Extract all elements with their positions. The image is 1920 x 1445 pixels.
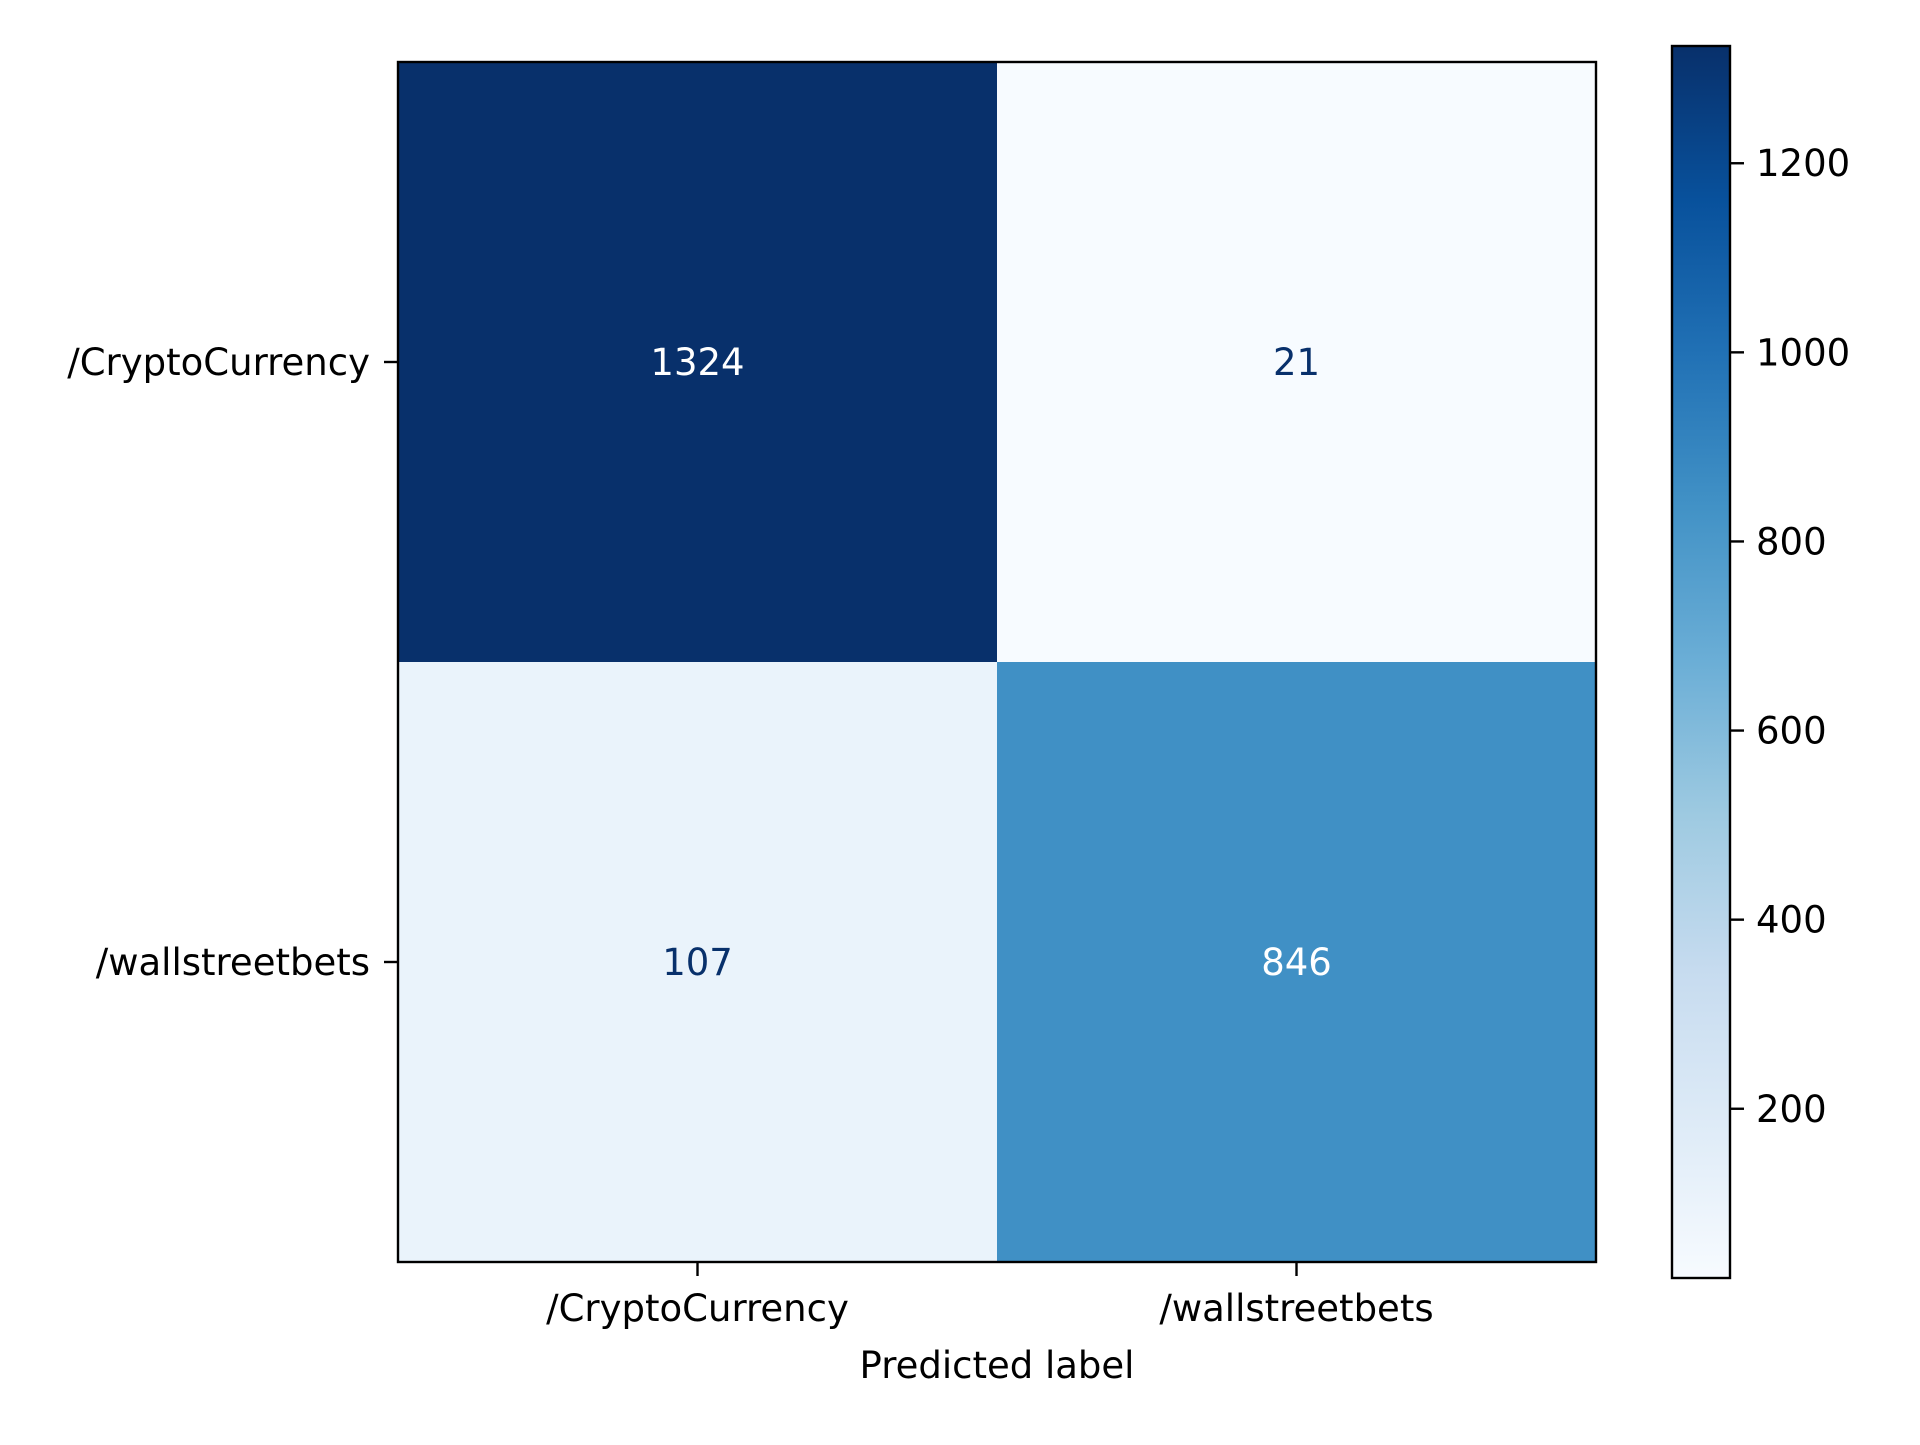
colorbar-tick-label: 400 (1756, 899, 1827, 942)
heatmap-cell (997, 62, 1597, 663)
plot-frame (396, 60, 1598, 1264)
heatmap-cells (398, 62, 1597, 1263)
heatmap-cell (398, 662, 998, 1263)
colorbar-tick-label: 1200 (1756, 142, 1850, 185)
x-axis-label: Predicted label (860, 1344, 1135, 1387)
cell-value-label: 1324 (650, 341, 744, 384)
y-axis-ticks: /CryptoCurrency/wallstreetbets (67, 341, 398, 984)
y-tick-label: /CryptoCurrency (67, 341, 370, 384)
cell-value-label: 107 (662, 941, 733, 984)
heatmap-cell (997, 662, 1597, 1263)
x-tick-label: /CryptoCurrency (546, 1287, 849, 1330)
y-tick-label: /wallstreetbets (96, 941, 370, 984)
colorbar-ticks: 200 400 600 800 1000 1200 (1730, 142, 1850, 1131)
colorbar-tick-label: 1000 (1756, 331, 1850, 374)
x-tick-label: /wallstreetbets (1159, 1287, 1433, 1330)
cell-value-label: 846 (1261, 941, 1332, 984)
x-axis-ticks: /CryptoCurrency/wallstreetbets (546, 1262, 1434, 1330)
cell-value-label: 21 (1273, 341, 1320, 384)
cell-value-labels: 1324 21 107 846 (650, 341, 1331, 984)
heatmap-cell (398, 62, 998, 663)
colorbar-tick-label: 800 (1756, 520, 1827, 563)
colorbar (1670, 44, 1732, 1280)
colorbar-tick-label: 200 (1756, 1088, 1827, 1131)
colorbar-tick-label: 600 (1756, 710, 1827, 753)
